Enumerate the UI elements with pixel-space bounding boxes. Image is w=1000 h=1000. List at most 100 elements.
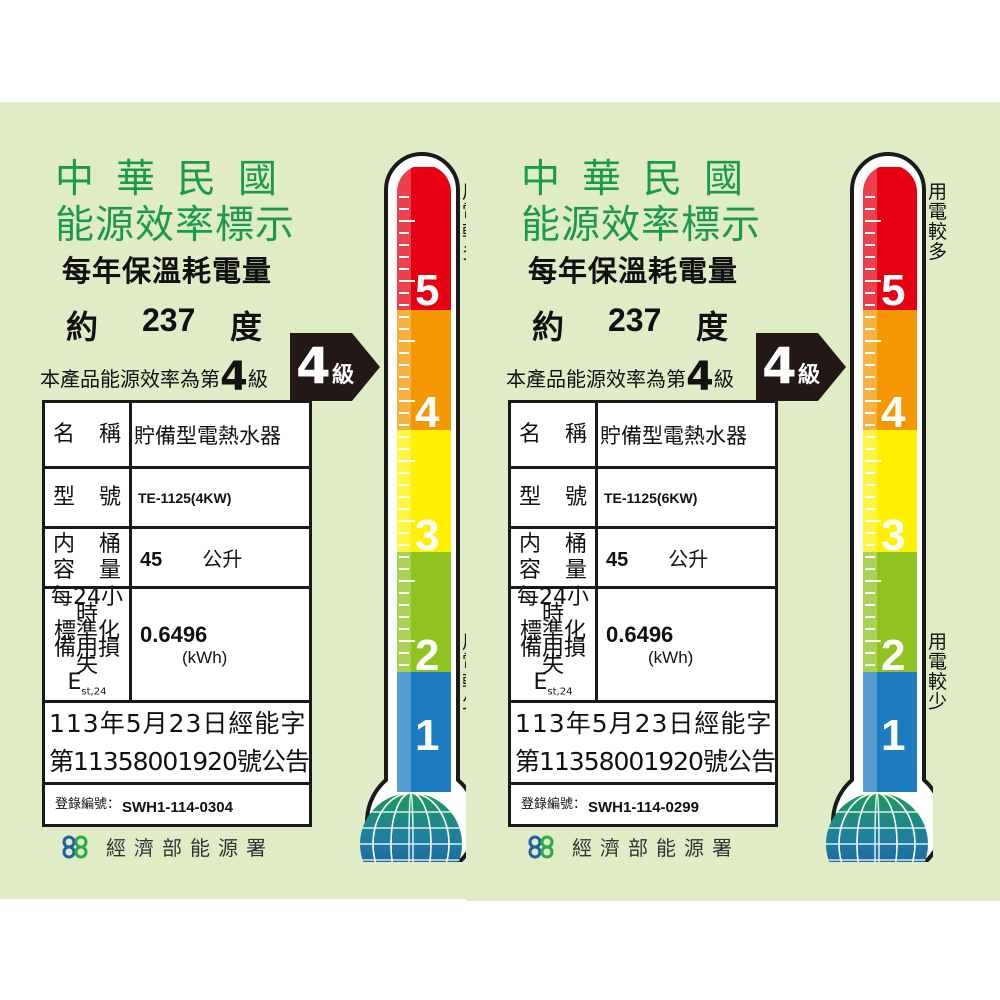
model-value: TE-1125(6KW): [595, 466, 778, 529]
loss-label-2: 標準化: [519, 619, 586, 644]
grade-suffix: 級: [713, 367, 734, 391]
grade-scale-1: 1: [415, 711, 440, 760]
consumption-value: 237: [608, 302, 662, 338]
energy-label: 中華民國 能源效率標示 每年保溫耗電量 約 237 度 本產品能源效率為第4級 …: [466, 102, 1000, 901]
grade-segment-3: [863, 430, 917, 552]
loss-value: 0.6496: [606, 621, 674, 647]
title-line1: 中華民國: [521, 157, 766, 202]
loss-label-1: 每24小時: [517, 585, 589, 627]
grade-scale-5: 5: [881, 266, 906, 315]
loss-symbol: E: [67, 670, 82, 695]
registration-label: 登錄編號：: [521, 797, 587, 813]
name-label-2: 稱: [98, 421, 121, 447]
consumption-value: 237: [142, 302, 196, 338]
arrow-shape: [756, 333, 846, 401]
announcement-line1: 113年5月23日經能字: [49, 708, 307, 738]
capacity-label: 内: [53, 531, 76, 557]
name-label: 名: [519, 421, 542, 447]
title-line1: 中華民國: [55, 157, 300, 202]
grade-arrow: 4 級: [756, 333, 846, 401]
grade-scale-3: 3: [415, 511, 440, 560]
announcement-line2: 第11358001920號公告: [515, 746, 776, 776]
capacity-unit: 公升: [202, 547, 243, 571]
consumption-unit: 度: [230, 308, 263, 346]
model-label-2: 號: [564, 484, 587, 510]
grade-scale-4: 4: [415, 388, 440, 437]
subtitle: 每年保溫耗電量: [528, 254, 739, 288]
loss-label-3: 備用損失: [53, 636, 120, 678]
approx-prefix: 約: [66, 308, 99, 346]
grade-sentence: 本產品能源效率為第4級: [40, 354, 268, 400]
capacity-unit: 公升: [668, 547, 709, 571]
name-label-2: 稱: [564, 421, 587, 447]
announcement-line2: 第11358001920號公告: [49, 746, 310, 776]
loss-value: 0.6496: [140, 621, 208, 647]
loss-label-1: 每24小時: [51, 585, 123, 627]
name-label: 名: [53, 421, 76, 447]
title-line2: 能源效率標示: [55, 203, 296, 248]
grade-scale-2: 2: [415, 631, 440, 680]
approx-prefix: 約: [532, 308, 565, 346]
capacity-label-3: 容: [53, 557, 76, 583]
model-label: 型: [519, 484, 542, 510]
arrow-grade-suffix: 級: [798, 363, 821, 388]
grade-scale-4: 4: [881, 388, 906, 437]
arrow-shape: [290, 333, 380, 401]
grade-scale-1: 1: [881, 711, 906, 760]
grade-number: 4: [220, 354, 248, 400]
capacity-value: 45: [606, 549, 629, 571]
capacity-label-3: 容: [519, 557, 542, 583]
agency-logo: 經濟部能源署: [526, 832, 740, 861]
registration-value: SWH1-114-0304: [122, 799, 233, 817]
title-line2: 能源效率標示: [521, 203, 762, 248]
grade-segment-3: [397, 430, 451, 552]
loss-symbol-sub: st,24: [81, 686, 107, 698]
grade-arrow: 4 級: [290, 333, 380, 401]
capacity-label-4: 量: [98, 557, 121, 583]
grade-segment-1: [397, 672, 451, 792]
loss-unit: (kWh): [648, 647, 694, 667]
grade-suffix: 級: [247, 367, 268, 391]
side-label-more: 用電較多: [462, 182, 466, 262]
subtitle: 每年保溫耗電量: [62, 254, 273, 288]
loss-label-3: 備用損失: [519, 636, 586, 678]
name-value: 貯備型電熱水器: [595, 400, 778, 469]
registration-value: SWH1-114-0299: [588, 799, 699, 817]
model-label: 型: [53, 484, 76, 510]
registration-label: 登錄編號：: [55, 797, 121, 813]
consumption-unit: 度: [696, 308, 729, 346]
energy-label-left: 中華民國 能源效率標示 每年保溫耗電量 約 237 度 本產品能源效率為第4級 …: [0, 102, 466, 899]
announcement-line1: 113年5月23日經能字: [515, 708, 773, 738]
loss-label-2: 標準化: [53, 619, 120, 644]
spec-table: 名稱貯備型電熱水器 型號 TE-1125(6KW) 内桶容量 45 公升 每24小時標…: [508, 400, 778, 828]
loss-symbol-sub: st,24: [547, 686, 573, 698]
model-value: TE-1125(4KW): [129, 466, 312, 529]
grade-scale-3: 3: [881, 511, 906, 560]
arrow-grade-number: 4: [296, 337, 331, 395]
grade-segment-1: [863, 672, 917, 792]
energy-administration-logo-icon: [528, 835, 554, 858]
loss-symbol: E: [533, 670, 548, 695]
side-label-more: 用電較多: [928, 181, 948, 263]
grade-scale-2: 2: [881, 631, 906, 680]
grade-scale-5: 5: [415, 266, 440, 315]
capacity-label-4: 量: [564, 557, 587, 583]
capacity-label: 内: [519, 531, 542, 557]
name-value: 貯備型電熱水器: [129, 400, 312, 469]
side-label-less: 用電較少: [928, 631, 948, 713]
grade-segment-5: [397, 167, 451, 310]
energy-label-right: 中華民國 能源效率標示 每年保溫耗電量 約 237 度 本產品能源效率為第4級 …: [466, 102, 1000, 901]
model-label-2: 號: [98, 484, 121, 510]
arrow-grade-number: 4: [762, 337, 797, 395]
arrow-grade-suffix: 級: [332, 363, 355, 388]
efficiency-thermometer: 5 4 3 2 1: [821, 152, 945, 896]
agency-name: 經濟部能源署: [106, 836, 274, 860]
energy-administration-logo-icon: [62, 835, 88, 858]
capacity-label-2: 桶: [564, 531, 587, 557]
loss-unit: (kWh): [182, 647, 228, 667]
grade-segment-5: [863, 167, 917, 310]
capacity-value: 45: [140, 549, 163, 571]
spec-table: 名稱貯備型電熱水器 型號 TE-1125(4KW) 内桶容量 45 公升 每24小時標…: [42, 400, 312, 828]
grade-number: 4: [686, 354, 714, 400]
energy-label: 中華民國 能源效率標示 每年保溫耗電量 約 237 度 本產品能源效率為第4級 …: [0, 102, 466, 899]
